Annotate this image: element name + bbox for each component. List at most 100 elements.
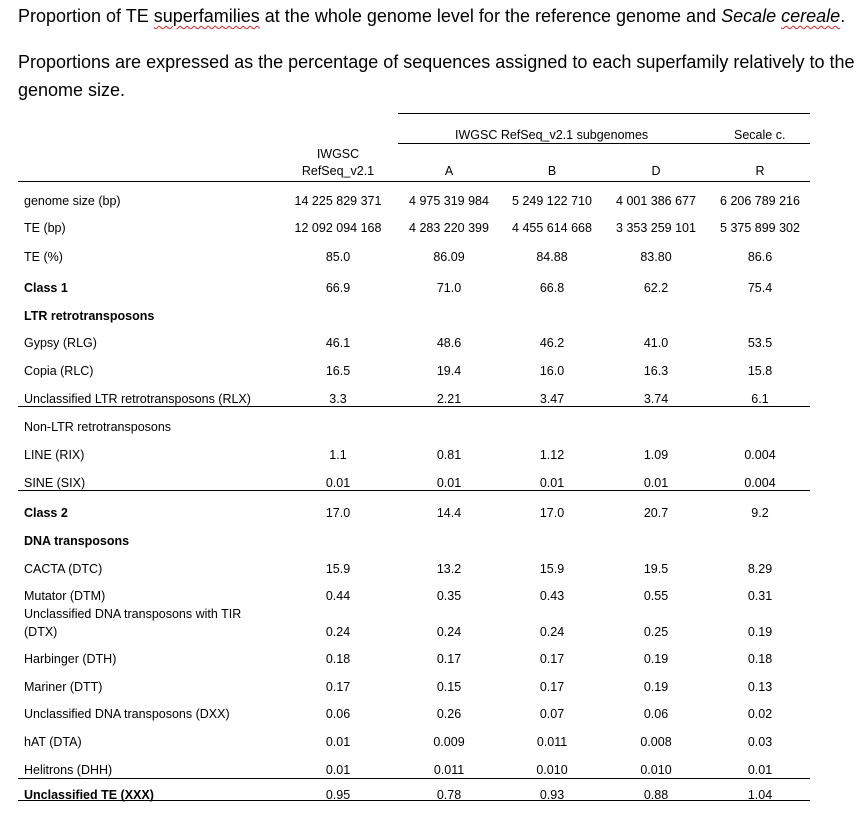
- col-header-d: D: [651, 164, 661, 178]
- row-value: 0.009: [433, 735, 465, 749]
- row-value: 19.4: [436, 364, 462, 378]
- row-value: 0.19: [747, 625, 773, 639]
- row-value: 0.010: [536, 763, 568, 777]
- row-value: 0.78: [436, 788, 462, 802]
- row-value: 0.18: [747, 652, 773, 666]
- row-value: 0.004: [744, 476, 776, 490]
- row-value: 0.02: [747, 707, 773, 721]
- row-value: 0.24: [436, 625, 462, 639]
- row-label: Mariner (DTT): [24, 680, 103, 694]
- row-value: 86.6: [747, 250, 773, 264]
- row-label: LTR retrotransposons: [24, 309, 155, 323]
- row-value: 0.55: [643, 589, 669, 603]
- col-header-r: R: [755, 164, 765, 178]
- row-label: Helitrons (DHH): [24, 763, 113, 777]
- row-value: 17.0: [325, 506, 351, 520]
- col-header-b: B: [547, 164, 557, 178]
- row-value: 15.9: [539, 562, 565, 576]
- row-value: 0.25: [643, 625, 669, 639]
- secale-header: Secale c.: [734, 128, 786, 142]
- row-value: 0.17: [436, 652, 462, 666]
- row-label: SINE (SIX): [24, 476, 86, 490]
- row-value: 14.4: [436, 506, 462, 520]
- rule-header: [18, 181, 810, 182]
- row-value: 0.24: [539, 625, 565, 639]
- row-value: 13.2: [436, 562, 462, 576]
- rule-bottom: [18, 800, 810, 801]
- row-value: 0.06: [325, 707, 351, 721]
- row-value: 0.004: [744, 448, 776, 462]
- rule-dhh: [18, 778, 810, 779]
- row-value: 4 975 319 984: [409, 194, 489, 208]
- row-value: 0.03: [747, 735, 773, 749]
- row-value: 0.01: [539, 476, 565, 490]
- row-value: 0.01: [325, 763, 351, 777]
- row-value: 0.06: [643, 707, 669, 721]
- row-label: CACTA (DTC): [24, 562, 103, 576]
- row-value: 9.2: [751, 506, 769, 520]
- row-value: 0.07: [539, 707, 565, 721]
- row-value: 3.3: [329, 392, 347, 406]
- col-header-iwgsc-line1: IWGSC: [316, 147, 360, 161]
- row-value: 1.04: [747, 788, 773, 802]
- row-value: 0.011: [536, 735, 568, 749]
- row-value: 0.19: [643, 680, 669, 694]
- row-value: 0.18: [325, 652, 351, 666]
- caption-paragraph: Proportions are expressed as the percent…: [18, 52, 855, 100]
- row-value: 4 283 220 399: [409, 221, 489, 235]
- row-value: 0.17: [539, 680, 565, 694]
- row-value: 16.5: [325, 364, 351, 378]
- row-label: genome size (bp): [24, 194, 121, 208]
- row-value: 20.7: [643, 506, 669, 520]
- row-value: 0.35: [436, 589, 462, 603]
- row-value: 0.17: [539, 652, 565, 666]
- row-value: 0.010: [640, 763, 672, 777]
- row-value: 15.8: [747, 364, 773, 378]
- row-value: 46.2: [539, 336, 565, 350]
- row-label: Unclassified DNA transposons with TIR: [24, 607, 242, 621]
- row-label: Class 2: [24, 506, 68, 520]
- row-value: 12 092 094 168: [294, 221, 382, 235]
- row-value: 0.81: [436, 448, 462, 462]
- subgenomes-group-header: IWGSC RefSeq_v2.1 subgenomes: [455, 128, 649, 142]
- row-label: TE (%): [24, 250, 63, 264]
- row-value: 0.01: [436, 476, 462, 490]
- row-value: 86.09: [433, 250, 465, 264]
- row-label: Gypsy (RLG): [24, 336, 97, 350]
- row-label: hAT (DTA): [24, 735, 82, 749]
- row-value: 0.008: [640, 735, 672, 749]
- row-value: 0.93: [539, 788, 565, 802]
- row-value: 3 353 259 101: [616, 221, 696, 235]
- row-label: Mutator (DTM): [24, 589, 106, 603]
- row-value: 75.4: [747, 281, 773, 295]
- row-label: Harbinger (DTH): [24, 652, 117, 666]
- row-value: 84.88: [536, 250, 568, 264]
- row-value: 14 225 829 371: [294, 194, 382, 208]
- row-value: 0.31: [747, 589, 773, 603]
- row-value: 41.0: [643, 336, 669, 350]
- row-value: 3.47: [539, 392, 565, 406]
- row-value: 0.01: [747, 763, 773, 777]
- row-value: 66.9: [325, 281, 351, 295]
- row-value: 0.19: [643, 652, 669, 666]
- row-value: 53.5: [747, 336, 773, 350]
- row-label: DNA transposons: [24, 534, 130, 548]
- row-value: 0.01: [643, 476, 669, 490]
- row-value: 0.26: [436, 707, 462, 721]
- row-value: 19.5: [643, 562, 669, 576]
- row-label: Non-LTR retrotransposons: [24, 420, 172, 434]
- row-label: TE (bp): [24, 221, 66, 235]
- row-label: Unclassified DNA transposons (DXX): [24, 707, 230, 721]
- row-value: 0.01: [325, 476, 351, 490]
- rule-group: [398, 143, 810, 144]
- row-value: 4 455 614 668: [512, 221, 592, 235]
- row-value: 17.0: [539, 506, 565, 520]
- row-value: 1.12: [539, 448, 565, 462]
- row-value: 1.1: [329, 448, 347, 462]
- row-label: (DTX): [24, 625, 58, 639]
- col-header-a: A: [444, 164, 454, 178]
- row-value: 0.13: [747, 680, 773, 694]
- row-value: 16.0: [539, 364, 565, 378]
- row-value: 16.3: [643, 364, 669, 378]
- rule-rlx: [18, 406, 810, 407]
